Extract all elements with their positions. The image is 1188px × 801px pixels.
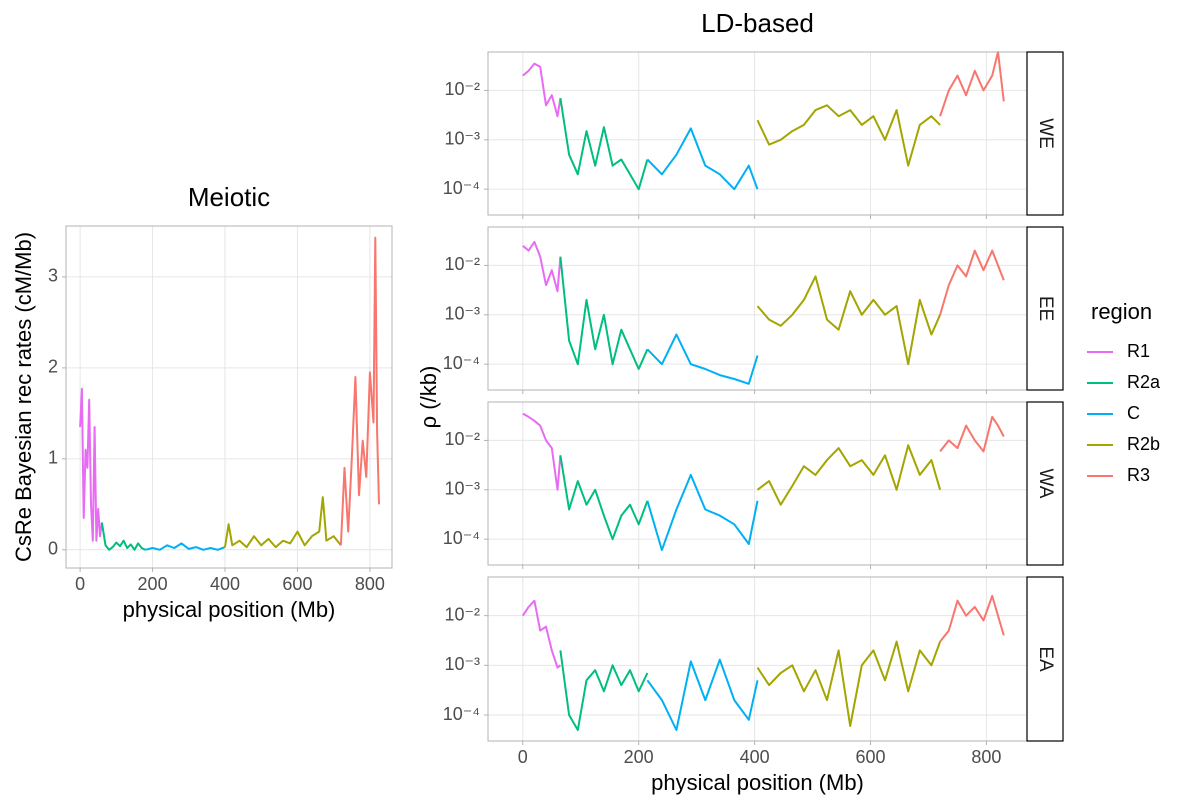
strip (1026, 401, 1064, 566)
x-tick-label: 0 (75, 574, 85, 594)
y-tick-label: 10⁻² (444, 429, 480, 449)
legend-label: R1 (1127, 341, 1150, 361)
x-tick-label: 0 (518, 747, 528, 767)
x-tick-label: 200 (138, 574, 168, 594)
x-tick-label: 600 (855, 747, 885, 767)
chart-title: Meiotic (188, 182, 270, 212)
series-line (939, 249, 1005, 316)
series-line (100, 522, 146, 551)
x-tick-label: 400 (210, 574, 240, 594)
x-axis-label: physical position (Mb) (123, 597, 336, 622)
series-line (756, 275, 942, 366)
y-tick-label: 10⁻³ (444, 654, 480, 674)
series-line (339, 236, 380, 546)
strip-label: EE (1035, 296, 1056, 321)
series-line (79, 387, 103, 542)
y-tick-label: 10⁻³ (444, 304, 480, 324)
y-tick-label: 10⁻² (444, 79, 480, 99)
panel (487, 401, 1028, 566)
series-line (559, 650, 649, 731)
y-tick-label: 1 (48, 448, 58, 468)
panel (487, 576, 1028, 742)
panel-border (65, 225, 393, 569)
y-tick-label: 10⁻³ (444, 479, 480, 499)
series-line (939, 415, 1005, 453)
series-line (646, 127, 759, 191)
series-line (522, 62, 562, 118)
x-tick-label: 800 (971, 747, 1001, 767)
series-line (756, 444, 942, 506)
legend-label: C (1127, 403, 1140, 423)
y-tick-label: 2 (48, 357, 58, 377)
legend-label: R2b (1127, 434, 1160, 454)
series-line (559, 97, 649, 191)
strip (1026, 51, 1064, 216)
y-tick-label: 10⁻³ (444, 129, 480, 149)
panel (487, 51, 1028, 216)
y-tick-label: 10⁻⁴ (443, 353, 480, 373)
legend-label: R3 (1127, 465, 1150, 485)
series-line (559, 455, 649, 541)
strip-label: WA (1035, 469, 1056, 499)
y-axis-label: CsRe Bayesian rec rates (cM/Mb) (11, 232, 36, 562)
panel (65, 225, 393, 569)
series-line (939, 594, 1005, 643)
series-line (646, 333, 759, 385)
strip (1026, 576, 1064, 742)
legend-title: region (1091, 299, 1152, 324)
x-tick-label: 200 (624, 747, 654, 767)
series-line (756, 640, 942, 727)
y-tick-label: 10⁻² (444, 604, 480, 624)
series-line (522, 412, 562, 491)
x-tick-label: 600 (282, 574, 312, 594)
y-tick-label: 10⁻⁴ (443, 704, 480, 724)
legend-label: R2a (1127, 372, 1161, 392)
series-line (522, 240, 562, 293)
y-tick-label: 10⁻² (444, 254, 480, 274)
series-line (646, 473, 759, 552)
series-line (939, 51, 1005, 117)
panel (487, 226, 1028, 391)
chart-title: LD-based (701, 8, 814, 38)
series-line (646, 658, 759, 731)
y-axis-label: ρ (/kb) (416, 366, 441, 429)
y-tick-label: 0 (48, 539, 58, 559)
x-axis-label: physical position (Mb) (651, 770, 864, 795)
strip-label: EA (1035, 646, 1056, 672)
strip (1026, 226, 1064, 391)
series-line (145, 542, 226, 551)
series-line (224, 496, 342, 549)
series-line (521, 599, 562, 669)
series-line (559, 256, 649, 370)
strip-label: WE (1035, 118, 1056, 149)
y-tick-label: 3 (48, 266, 58, 286)
series-line (756, 104, 941, 167)
y-tick-label: 10⁻⁴ (443, 178, 480, 198)
x-tick-label: 800 (355, 574, 385, 594)
x-tick-label: 400 (740, 747, 770, 767)
y-tick-label: 10⁻⁴ (443, 528, 480, 548)
